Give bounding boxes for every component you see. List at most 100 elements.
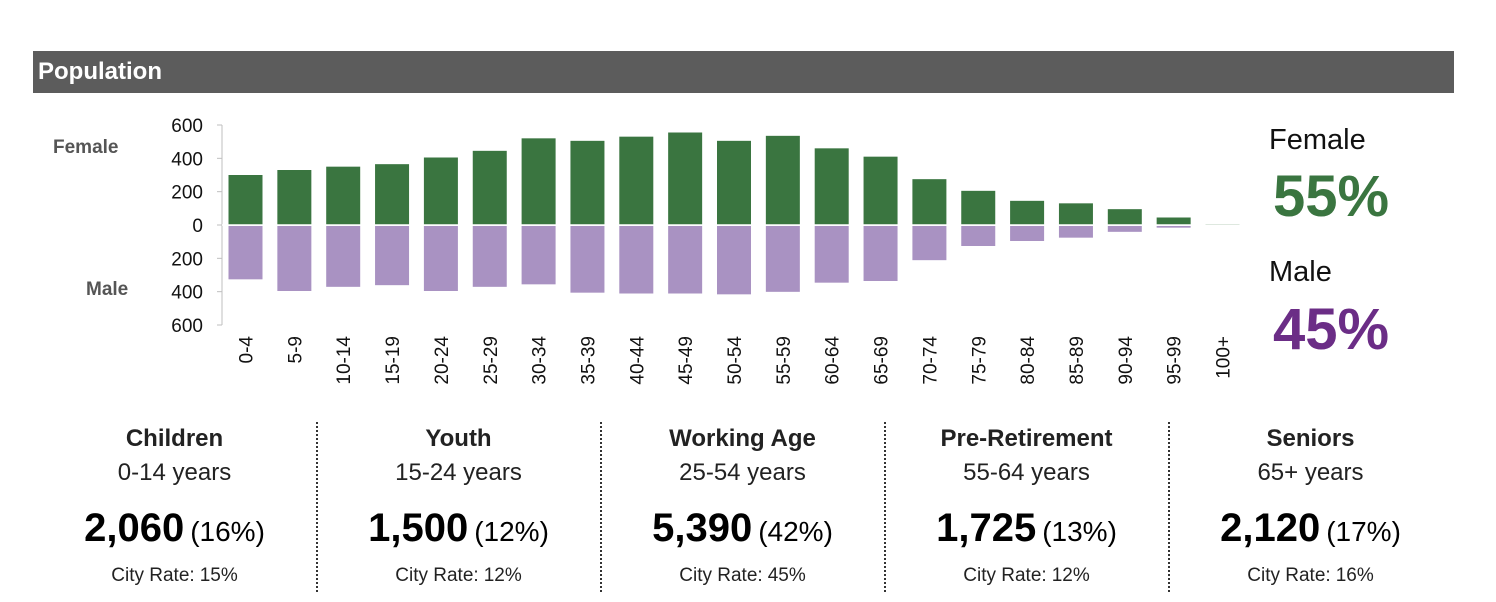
age-group-summary: Children 0-14 years 2,060 (16%) City Rate…: [33, 422, 1454, 592]
female-bar-65-69: [863, 156, 898, 225]
male-bar-20-24: [423, 226, 458, 291]
male-bar-45-49: [668, 226, 703, 294]
male-bar-75-79: [961, 226, 996, 246]
y-tick-label: 0: [192, 216, 203, 237]
group-range: 65+ years: [1257, 459, 1364, 486]
y-tick-label: 600: [171, 316, 203, 337]
female-bar-30-34: [521, 138, 556, 225]
group-name: Youth: [425, 425, 492, 452]
group-percent: (13%): [1042, 516, 1117, 547]
group-count: 5,390: [652, 506, 753, 550]
group-divider: [316, 422, 318, 592]
male-bar-40-44: [619, 226, 654, 294]
x-category-label: 100+: [1214, 336, 1235, 379]
female-bar-5-9: [277, 170, 312, 225]
group-name: Seniors: [1266, 425, 1355, 452]
female-side-label: Female: [53, 137, 119, 158]
x-category-label: 55-59: [774, 336, 795, 385]
x-category-label: 10-14: [334, 336, 355, 385]
female-bar-15-19: [375, 164, 410, 225]
group-range: 15-24 years: [395, 459, 522, 486]
city-rate-value: 16%: [1335, 565, 1374, 586]
city-rate-value: 15%: [199, 565, 238, 586]
group-children: Children 0-14 years 2,060 (16%) City Rate…: [33, 422, 316, 592]
y-tick-label: 200: [171, 183, 203, 204]
x-category-label: 45-49: [676, 336, 697, 385]
female-bar-0-4: [228, 175, 263, 225]
group-range: 0-14 years: [117, 459, 232, 486]
x-category-label: 95-99: [1165, 336, 1186, 385]
group-divider: [600, 422, 602, 592]
y-tick-label: 400: [171, 283, 203, 304]
group-percent: (17%): [1326, 516, 1401, 547]
city-rate-label: City Rate:: [1247, 565, 1331, 586]
group-value: 2,120 (17%): [1169, 506, 1452, 551]
male-bar-30-34: [521, 226, 556, 285]
y-tick-label: 200: [171, 249, 203, 270]
male-bar-95-99: [1156, 226, 1191, 228]
legend-female-percent: 55%: [1273, 164, 1390, 229]
x-category-label: 80-84: [1018, 336, 1039, 385]
male-bar-35-39: [570, 226, 605, 293]
male-bar-50-54: [717, 226, 751, 295]
male-bar-60-64: [814, 226, 849, 283]
group-city-rate: City Rate: 12%: [885, 565, 1168, 587]
group-working-age: Working Age 25-54 years 5,390 (42%) City …: [601, 422, 884, 592]
section-header: Population: [33, 51, 1454, 93]
male-bar-90-94: [1107, 226, 1142, 232]
group-range: 55-64 years: [963, 459, 1090, 486]
male-bar-10-14: [326, 226, 361, 287]
y-tick-label: 400: [171, 149, 203, 170]
city-rate-value: 12%: [483, 565, 522, 586]
female-bar-85-89: [1058, 203, 1093, 225]
female-bar-20-24: [423, 157, 458, 225]
female-bar-95-99: [1156, 217, 1191, 225]
female-bar-35-39: [570, 140, 605, 225]
legend-male-label: Male: [1269, 256, 1332, 288]
x-category-label: 75-79: [969, 336, 990, 385]
male-bar-80-84: [1010, 226, 1045, 241]
group-city-rate: City Rate: 45%: [601, 565, 884, 587]
group-percent: (42%): [758, 516, 833, 547]
female-bar-55-59: [765, 135, 800, 225]
x-category-label: 50-54: [725, 336, 746, 385]
city-rate-label: City Rate:: [963, 565, 1047, 586]
group-name: Children: [125, 425, 224, 452]
group-range: 25-54 years: [679, 459, 806, 486]
city-rate-label: City Rate:: [111, 565, 195, 586]
group-city-rate: City Rate: 15%: [33, 565, 316, 587]
x-category-label: 25-29: [481, 336, 502, 385]
group-divider: [1168, 422, 1170, 592]
group-count: 1,725: [936, 506, 1037, 550]
legend-female-label: Female: [1269, 124, 1366, 156]
x-category-label: 0-4: [237, 336, 258, 364]
x-category-label: 60-64: [823, 336, 844, 385]
x-category-label: 90-94: [1116, 336, 1137, 385]
group-count: 1,500: [368, 506, 469, 550]
group-name: Working Age: [669, 425, 816, 452]
group-name: Pre-Retirement: [940, 425, 1113, 452]
group-city-rate: City Rate: 16%: [1169, 565, 1452, 587]
female-bar-25-29: [472, 150, 507, 225]
female-bar-10-14: [326, 166, 361, 225]
group-value: 1,725 (13%): [885, 506, 1168, 551]
female-bar-45-49: [668, 132, 703, 225]
male-bar-0-4: [228, 226, 263, 280]
y-tick-label: 600: [171, 116, 203, 137]
female-bar-70-74: [912, 179, 947, 225]
x-category-label: 5-9: [285, 336, 306, 363]
male-bar-15-19: [375, 226, 410, 286]
female-bar-75-79: [961, 190, 996, 225]
x-category-label: 70-74: [920, 336, 941, 385]
city-rate-label: City Rate:: [395, 565, 479, 586]
male-bar-5-9: [277, 226, 312, 291]
female-bar-80-84: [1010, 200, 1045, 225]
legend-male-percent: 45%: [1273, 297, 1390, 362]
group-count: 2,060: [84, 506, 185, 550]
group-divider: [884, 422, 886, 592]
group-count: 2,120: [1220, 506, 1321, 550]
male-bar-25-29: [472, 226, 507, 287]
male-bar-70-74: [912, 226, 947, 261]
group-percent: (12%): [474, 516, 549, 547]
female-bar-50-54: [717, 140, 751, 225]
